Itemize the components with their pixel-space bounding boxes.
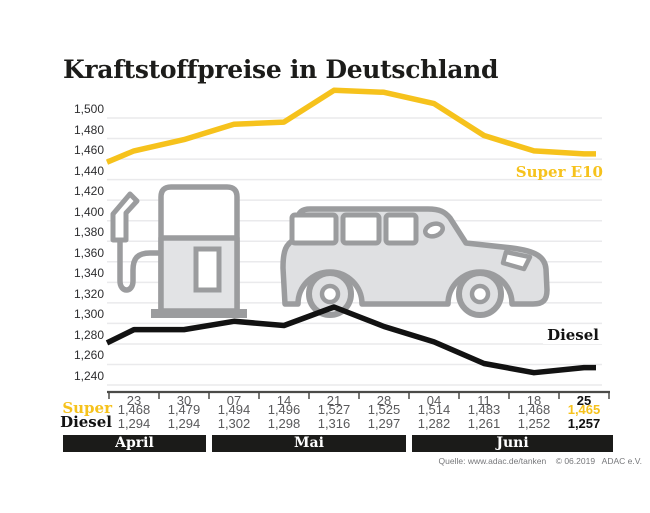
month-band-mai: Mai bbox=[212, 435, 406, 452]
y-axis-label: 1,380 bbox=[73, 225, 104, 240]
table-row-label-diesel: Diesel bbox=[60, 413, 112, 431]
x-tick-label: 25 bbox=[576, 393, 592, 408]
table-value-diesel: 1,261 bbox=[467, 416, 501, 431]
y-axis-label: 1,420 bbox=[73, 184, 104, 199]
table-value-diesel: 1,257 bbox=[567, 416, 601, 431]
page-title: Kraftstoffpreise in Deutschland bbox=[63, 55, 499, 84]
table-value-diesel: 1,282 bbox=[417, 416, 451, 431]
price-lines bbox=[105, 87, 596, 376]
table-value-super: 1,468 bbox=[517, 402, 551, 417]
car-icon bbox=[280, 206, 550, 318]
y-axis-label: 1,280 bbox=[73, 327, 104, 342]
table-value-diesel: 1,302 bbox=[217, 416, 251, 431]
table-value-diesel: 1,297 bbox=[367, 416, 401, 431]
price-line-diesel bbox=[105, 304, 596, 376]
table-value-diesel: 1,294 bbox=[117, 416, 151, 431]
x-tick-label: 11 bbox=[477, 393, 491, 408]
series-label-super-e10: Super E10 bbox=[515, 163, 603, 181]
table-value-diesel: 1,316 bbox=[317, 416, 351, 431]
y-axis-label: 1,400 bbox=[73, 204, 104, 219]
x-tick-label: 18 bbox=[526, 393, 542, 408]
y-axis-label: 1,460 bbox=[73, 143, 104, 158]
y-axis-label: 1,300 bbox=[73, 307, 104, 322]
table-value-super: 1,525 bbox=[367, 402, 401, 417]
y-axis-label: 1,500 bbox=[73, 102, 104, 116]
table-value-super: 1,527 bbox=[317, 402, 351, 417]
y-axis-label: 1,480 bbox=[73, 122, 104, 137]
table-value-super: 1,496 bbox=[267, 402, 301, 417]
fuel-pump-icon bbox=[110, 184, 247, 318]
x-tick-label: 04 bbox=[426, 393, 442, 408]
price-line-super-e10 bbox=[105, 87, 596, 165]
table-value-super: 1,465 bbox=[567, 402, 601, 417]
table-row-label-super: Super bbox=[62, 399, 112, 417]
y-axis-label: 1,320 bbox=[73, 286, 104, 301]
table-value-diesel: 1,294 bbox=[167, 416, 201, 431]
table-value-super: 1,468 bbox=[117, 402, 151, 417]
month-band-april: April bbox=[63, 435, 206, 452]
table-value-super: 1,479 bbox=[167, 402, 201, 417]
x-tick-label: 21 bbox=[326, 393, 342, 408]
table-value-super: 1,483 bbox=[467, 402, 501, 417]
y-axis-label: 1,360 bbox=[73, 245, 104, 260]
y-axis-label: 1,240 bbox=[73, 369, 104, 384]
x-tick-label: 07 bbox=[226, 393, 242, 408]
y-axis-label: 1,440 bbox=[73, 163, 104, 178]
series-label-diesel: Diesel bbox=[543, 326, 603, 344]
y-axis-label: 1,340 bbox=[73, 266, 104, 281]
table-value-super: 1,514 bbox=[417, 402, 451, 417]
x-tick-label: 23 bbox=[126, 393, 142, 408]
x-tick-label: 30 bbox=[176, 393, 192, 408]
x-axis bbox=[107, 390, 610, 399]
y-axis-label: 1,260 bbox=[73, 348, 104, 363]
table-value-diesel: 1,252 bbox=[517, 416, 551, 431]
table-value-super: 1,494 bbox=[217, 402, 251, 417]
x-tick-label: 14 bbox=[276, 393, 292, 408]
source-credit: Quelle: www.adac.de/tanken © 06.2019 ADA… bbox=[438, 456, 642, 466]
x-tick-label: 28 bbox=[376, 393, 392, 408]
month-band-juni: Juni bbox=[412, 435, 613, 452]
table-value-diesel: 1,298 bbox=[267, 416, 301, 431]
